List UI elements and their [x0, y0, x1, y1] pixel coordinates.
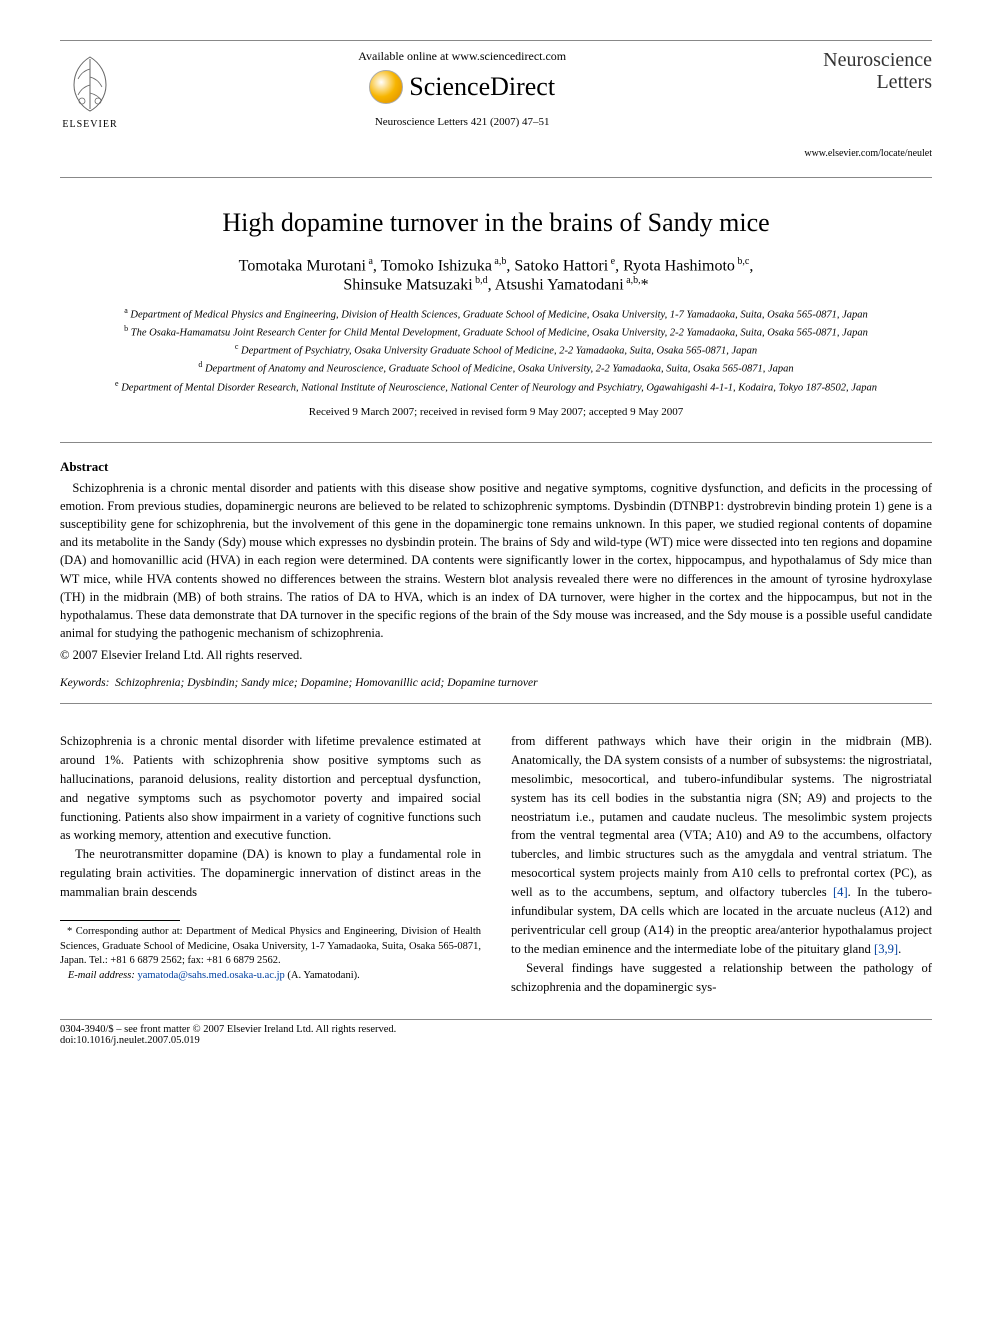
keywords-list: Schizophrenia; Dysbindin; Sandy mice; Do…	[115, 677, 537, 689]
separator-rule	[60, 442, 932, 443]
journal-reference: Neuroscience Letters 421 (2007) 47–51	[140, 116, 784, 128]
journal-title: Neuroscience Letters	[804, 49, 932, 93]
ref-link-4[interactable]: [4]	[833, 885, 848, 899]
abstract-copyright: © 2007 Elsevier Ireland Ltd. All rights …	[60, 648, 932, 663]
affiliations: a Department of Medical Physics and Engi…	[60, 305, 932, 396]
affiliation-d: d Department of Anatomy and Neuroscience…	[60, 359, 932, 377]
keywords-label: Keywords:	[60, 677, 109, 689]
elsevier-label: ELSEVIER	[62, 119, 117, 130]
journal-title-line1: Neuroscience	[823, 49, 932, 71]
doi-line: doi:10.1016/j.neulet.2007.05.019	[60, 1035, 396, 1046]
affiliation-c: c Department of Psychiatry, Osaka Univer…	[60, 341, 932, 359]
left-column: Schizophrenia is a chronic mental disord…	[60, 732, 481, 996]
sciencedirect-ball-icon	[369, 70, 403, 104]
email-suffix: (A. Yamatodani).	[287, 970, 359, 981]
body-para-4: Several findings have suggested a relati…	[511, 959, 932, 997]
affiliation-e: e Department of Mental Disorder Research…	[60, 378, 932, 396]
keywords: Keywords: Schizophrenia; Dysbindin; Sand…	[60, 677, 932, 689]
footer-rule	[60, 1019, 932, 1020]
abstract-heading: Abstract	[60, 459, 932, 475]
right-column: from different pathways which have their…	[511, 732, 932, 996]
affiliation-b: b The Osaka-Hamamatsu Joint Research Cen…	[60, 323, 932, 341]
available-online-text: Available online at www.sciencedirect.co…	[140, 49, 784, 64]
issn-line: 0304-3940/$ – see front matter © 2007 El…	[60, 1024, 396, 1035]
header-right: Neuroscience Letters www.elsevier.com/lo…	[804, 49, 932, 159]
page-footer: 0304-3940/$ – see front matter © 2007 El…	[60, 1024, 932, 1046]
email-label: E-mail address:	[68, 970, 135, 981]
email-link[interactable]: yamatoda@sahs.med.osaka-u.ac.jp	[137, 970, 284, 981]
abstract-body: Schizophrenia is a chronic mental disord…	[60, 479, 932, 642]
sciencedirect-text: ScienceDirect	[409, 72, 555, 102]
article-dates: Received 9 March 2007; received in revis…	[60, 406, 932, 418]
journal-url: www.elsevier.com/locate/neulet	[804, 148, 932, 159]
affiliation-a: a Department of Medical Physics and Engi…	[60, 305, 932, 323]
body-para-3: from different pathways which have their…	[511, 732, 932, 959]
corresponding-footnote: * Corresponding author at: Department of…	[60, 925, 481, 984]
separator-rule-2	[60, 703, 932, 704]
authors-list: Tomotaka Murotani a, Tomoko Ishizuka a,b…	[60, 256, 932, 295]
elsevier-logo-block: ELSEVIER	[60, 49, 120, 130]
footnote-separator	[60, 920, 180, 921]
body-columns: Schizophrenia is a chronic mental disord…	[60, 732, 932, 996]
ref-link-3-9[interactable]: [3,9]	[874, 942, 898, 956]
elsevier-tree-icon	[60, 49, 120, 117]
header-center: Available online at www.sciencedirect.co…	[120, 49, 804, 128]
journal-header: ELSEVIER Available online at www.science…	[60, 40, 932, 178]
body-para-1: Schizophrenia is a chronic mental disord…	[60, 732, 481, 845]
body-para-2: The neurotransmitter dopamine (DA) is kn…	[60, 845, 481, 902]
journal-title-line2: Letters	[876, 71, 932, 93]
article-title: High dopamine turnover in the brains of …	[60, 208, 932, 238]
sciencedirect-logo: ScienceDirect	[140, 70, 784, 104]
